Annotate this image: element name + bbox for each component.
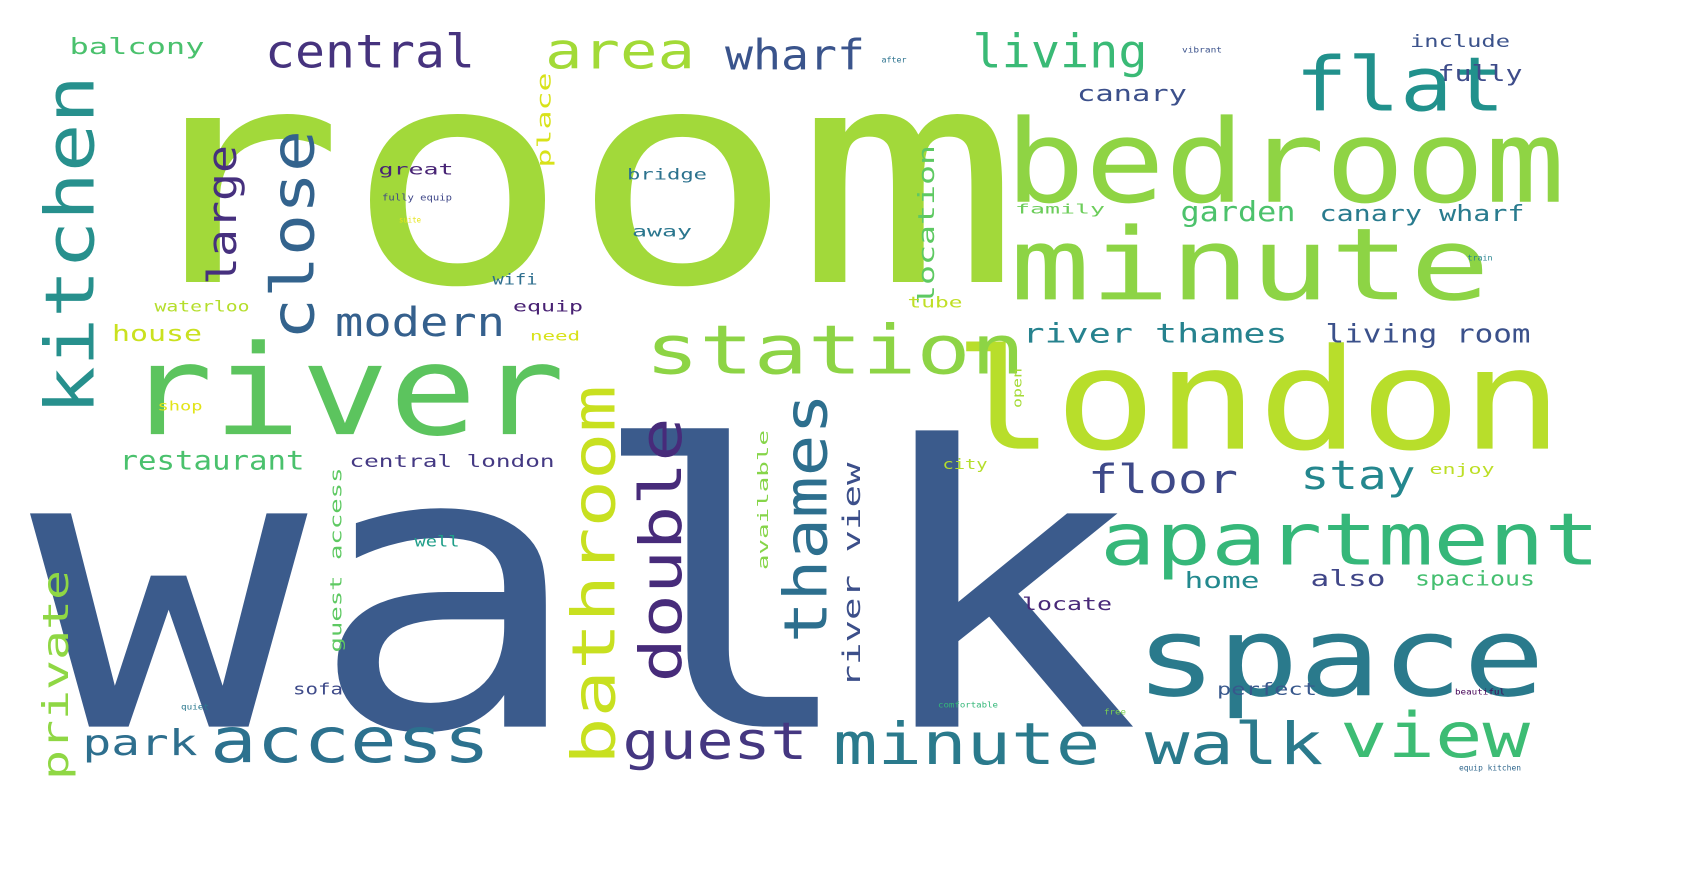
word-modern: modern <box>335 300 505 346</box>
word-private: private <box>36 570 77 780</box>
word-include: include <box>1410 32 1510 52</box>
word-train: train <box>1468 254 1493 263</box>
word-room: room <box>120 4 1020 353</box>
word-city: city <box>943 457 988 473</box>
word-walk: walk <box>30 365 1140 819</box>
word-vibrant: vibrant <box>1182 46 1222 55</box>
word-river-thames: river thames <box>1023 319 1288 350</box>
word-after: after <box>882 56 907 65</box>
word-station: station <box>645 312 1025 391</box>
word-central: central <box>265 25 475 79</box>
word-quiet: quiet <box>181 703 209 712</box>
word-enjoy: enjoy <box>1430 462 1495 478</box>
word-kitchen: kitchen <box>32 75 111 415</box>
word-minute-walk: minute walk <box>833 710 1323 778</box>
word-tube: tube <box>908 294 963 312</box>
word-river-view: river view <box>838 462 866 688</box>
word-river: river <box>125 319 565 464</box>
word-well: well <box>415 533 460 551</box>
word-beautiful: beautiful <box>1455 688 1505 697</box>
word-fully-equip: fully equip <box>382 194 452 204</box>
word-floor: floor <box>1088 457 1238 503</box>
word-bridge: bridge <box>627 166 707 184</box>
word-open: open <box>1011 368 1025 408</box>
word-comfortable: comfortable <box>938 701 998 710</box>
word-suite: suite <box>399 216 421 225</box>
word-space: space <box>1135 593 1545 721</box>
word-garden: garden <box>1181 195 1296 228</box>
word-wharf: wharf <box>725 31 865 80</box>
word-stay: stay <box>1301 453 1416 499</box>
word-free: free <box>1104 708 1126 717</box>
word-spacious: spacious <box>1415 567 1535 591</box>
word-park: park <box>83 723 198 764</box>
word-location: location <box>915 145 940 305</box>
word-area: area <box>545 23 695 81</box>
word-locate: locate <box>1022 594 1112 615</box>
word-central-london: central london <box>350 452 555 472</box>
word-apartment: apartment <box>1100 498 1600 582</box>
word-flat: flat <box>1295 41 1505 129</box>
word-perfect: perfect <box>1217 680 1317 700</box>
word-equip-kitchen: equip kitchen <box>1459 764 1521 773</box>
word-fully: fully <box>1438 62 1523 87</box>
word-restaurant: restaurant <box>120 446 305 477</box>
word-available: available <box>756 430 772 570</box>
word-need: need <box>530 330 580 345</box>
word-living: living <box>973 25 1148 79</box>
word-canary-wharf: canary wharf <box>1320 202 1525 227</box>
word-home: home <box>1185 569 1260 594</box>
word-bedroom: bedroom <box>1005 96 1565 230</box>
word-waterloo: waterloo <box>155 298 250 316</box>
word-sofa: sofa <box>293 680 343 699</box>
word-house: house <box>112 322 202 347</box>
word-away: away <box>632 223 692 241</box>
word-bathroom: bathroom <box>560 385 630 765</box>
word-equip: equip <box>513 298 583 316</box>
word-family: family <box>1015 203 1105 218</box>
word-balcony: balcony <box>70 35 205 60</box>
word-living-room: living room <box>1326 320 1531 350</box>
word-minute: minute <box>1010 206 1490 323</box>
word-view: view <box>1340 699 1531 772</box>
word-access: access <box>210 704 490 777</box>
word-also: also <box>1311 567 1386 592</box>
word-guest-access: guest access <box>327 468 346 653</box>
word-great: great <box>379 161 454 179</box>
word-canary: canary <box>1077 82 1187 107</box>
word-close: close <box>259 130 329 340</box>
word-thames: thames <box>772 393 842 643</box>
word-wifi: wifi <box>493 271 538 289</box>
word-guest: guest <box>623 712 808 772</box>
word-large: large <box>200 145 246 285</box>
word-place: place <box>534 73 556 168</box>
word-double: double <box>627 418 695 683</box>
word-shop: shop <box>158 400 203 415</box>
word-london: london <box>953 320 1563 483</box>
